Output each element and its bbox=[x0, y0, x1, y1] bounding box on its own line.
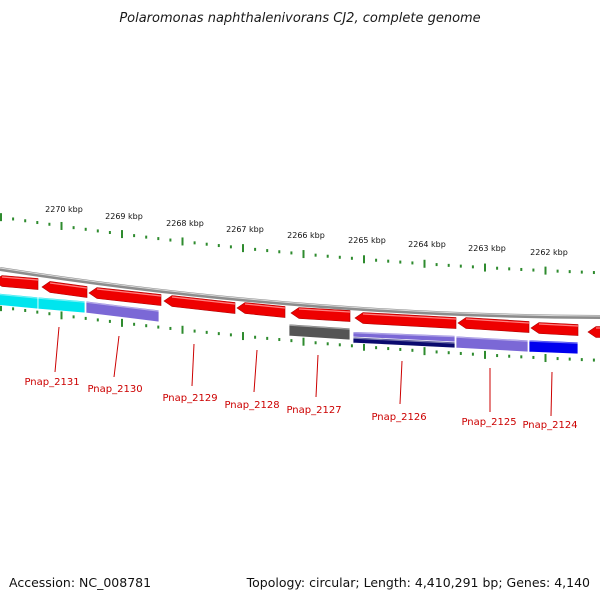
topology-text: Topology: circular; Length: 4,410,291 bp… bbox=[246, 575, 590, 590]
gene-label[interactable]: Pnap_2124 bbox=[522, 420, 577, 431]
ruler-ticks-inner bbox=[0, 303, 595, 363]
genome-title: Polaromonas naphthalenivorans CJ2, compl… bbox=[119, 11, 480, 26]
gene-highlight bbox=[1, 276, 39, 281]
ruler-labels: 2270 kbp 2269 kbp 2268 kbp 2267 kbp 2266 kbp… bbox=[45, 205, 568, 257]
gene-arrow[interactable] bbox=[236, 302, 286, 318]
gene-highlight bbox=[85, 301, 160, 312]
gene-leader-line bbox=[550, 371, 553, 417]
gene-leader-line bbox=[54, 326, 60, 373]
gene-labels: Pnap_2131 Pnap_2130 Pnap_2129 Pnap_2128 Pnap… bbox=[24, 377, 577, 431]
gene-highlight bbox=[465, 318, 530, 324]
gene-label[interactable]: Pnap_2127 bbox=[286, 405, 341, 416]
gene-highlight bbox=[37, 297, 86, 303]
gene-block[interactable] bbox=[288, 323, 351, 341]
ruler-label: 2263 kbp bbox=[468, 244, 506, 253]
gene-block[interactable] bbox=[455, 335, 529, 353]
gene-block[interactable] bbox=[37, 296, 86, 314]
ruler-label: 2262 kbp bbox=[530, 248, 568, 257]
gene-highlight bbox=[49, 282, 88, 289]
gene-arrow[interactable] bbox=[41, 281, 88, 298]
ruler-label: 2270 kbp bbox=[45, 205, 83, 214]
gene-label[interactable]: Pnap_2125 bbox=[461, 417, 516, 428]
gene-highlight bbox=[244, 303, 286, 309]
gene-highlight bbox=[362, 313, 457, 320]
gene-highlight bbox=[288, 324, 351, 330]
gene-block[interactable] bbox=[352, 336, 456, 349]
gene-leader-line bbox=[191, 343, 195, 387]
ruler-label: 2269 kbp bbox=[105, 212, 143, 221]
gene-highlight bbox=[538, 323, 579, 327]
gene-highlight bbox=[352, 332, 456, 338]
gene-arrow[interactable] bbox=[88, 287, 162, 306]
gene-arrow[interactable] bbox=[163, 295, 236, 314]
gene-highlight bbox=[298, 308, 351, 313]
gene-highlight bbox=[96, 288, 162, 297]
gene-block[interactable] bbox=[528, 339, 579, 355]
gene-highlight bbox=[455, 336, 529, 342]
gene-highlight bbox=[352, 337, 456, 344]
gene-arrow[interactable] bbox=[354, 312, 457, 329]
gene-label[interactable]: Pnap_2131 bbox=[24, 377, 79, 388]
gene-arrow[interactable] bbox=[587, 326, 600, 338]
gene-label[interactable]: Pnap_2128 bbox=[224, 400, 279, 411]
ruler-label: 2266 kbp bbox=[287, 231, 325, 240]
gene-highlight bbox=[171, 296, 236, 305]
genome-backbone-highlight bbox=[0, 267, 600, 317]
gene-leader-line bbox=[253, 349, 258, 393]
gene-label[interactable]: Pnap_2126 bbox=[371, 412, 426, 423]
ruler-ticks-outer bbox=[0, 213, 595, 275]
ruler-label: 2267 kbp bbox=[226, 225, 264, 234]
genome-backbone bbox=[0, 267, 600, 319]
gene-block[interactable] bbox=[85, 300, 160, 323]
gene-highlight bbox=[0, 293, 39, 299]
gene-arrow[interactable] bbox=[457, 317, 530, 333]
ruler-label: 2264 kbp bbox=[408, 240, 446, 249]
gene-label[interactable]: Pnap_2130 bbox=[87, 384, 142, 395]
ruler-label: 2268 kbp bbox=[166, 219, 204, 228]
gene-leader-line bbox=[399, 360, 403, 405]
ruler-label: 2265 kbp bbox=[348, 236, 386, 245]
gene-leader-line bbox=[315, 354, 319, 398]
gene-label[interactable]: Pnap_2129 bbox=[162, 393, 217, 404]
gene-leader-line bbox=[113, 335, 120, 378]
gene-track bbox=[0, 275, 600, 355]
gene-highlight bbox=[528, 340, 579, 344]
accession-text: Accession: NC_008781 bbox=[9, 575, 151, 590]
gene-label-lines bbox=[54, 326, 553, 417]
